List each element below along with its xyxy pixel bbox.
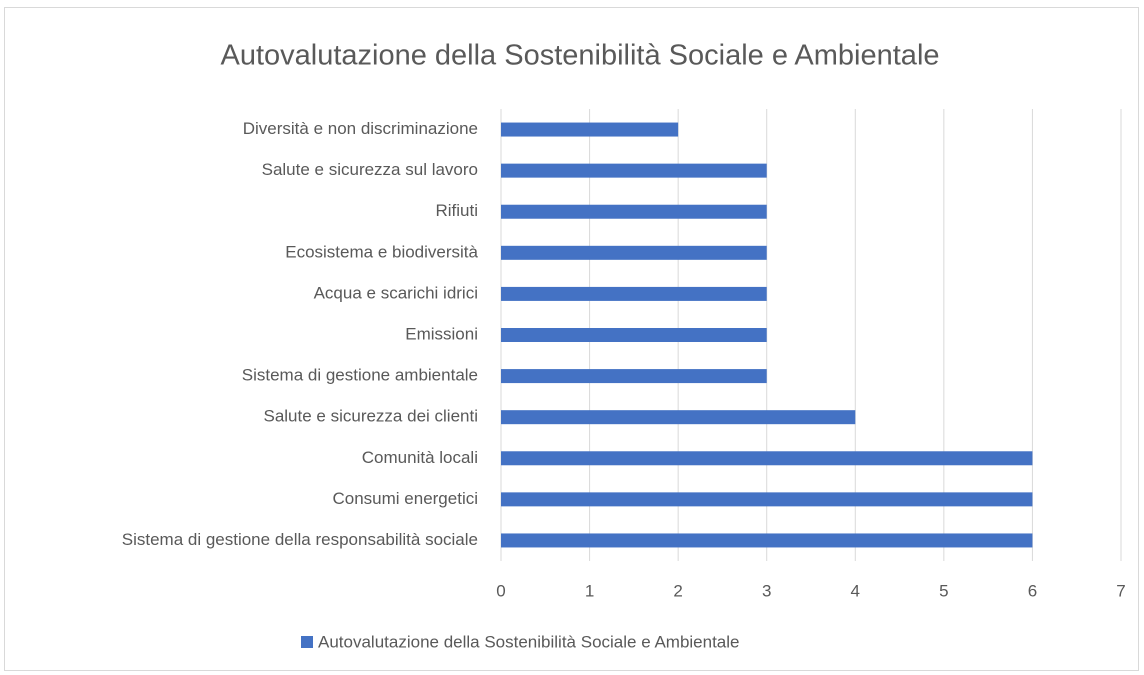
- bar: [501, 451, 1033, 466]
- x-tick-label: 5: [939, 581, 948, 600]
- bar: [501, 204, 767, 219]
- x-tick-label: 7: [1116, 581, 1125, 600]
- x-tick-label: 3: [762, 581, 771, 600]
- x-tick-label: 2: [673, 581, 682, 600]
- x-tick-label: 4: [851, 581, 860, 600]
- bar: [501, 533, 1033, 548]
- y-tick-label: Diversità e non discriminazione: [243, 119, 478, 138]
- bar: [501, 122, 679, 137]
- bar: [501, 163, 767, 178]
- x-tick-label: 1: [585, 581, 594, 600]
- y-tick-label: Rifiuti: [435, 201, 478, 220]
- bar: [501, 369, 767, 384]
- y-tick-label: Sistema di gestione della responsabilità…: [122, 530, 478, 549]
- x-tick-label: 6: [1028, 581, 1037, 600]
- y-tick-label: Comunità locali: [362, 448, 478, 467]
- bar: [501, 328, 767, 342]
- y-tick-label: Consumi energetici: [332, 489, 478, 508]
- y-tick-label: Acqua e scarichi idrici: [314, 283, 478, 302]
- bar: [501, 410, 856, 425]
- chart-title: Autovalutazione della Sostenibilità Soci…: [220, 40, 939, 72]
- y-tick-label: Salute e sicurezza sul lavoro: [262, 160, 478, 179]
- y-tick-label: Ecosistema e biodiversità: [285, 242, 478, 261]
- y-tick-label: Emissioni: [405, 324, 478, 343]
- bar: [501, 245, 767, 260]
- y-tick-label: Sistema di gestione ambientale: [242, 366, 478, 385]
- legend-label: Autovalutazione della Sostenibilità Soci…: [318, 632, 740, 651]
- legend-swatch: [301, 636, 313, 648]
- bar: [501, 286, 767, 301]
- x-tick-label: 0: [496, 581, 505, 600]
- bar: [501, 492, 1033, 507]
- y-tick-label: Salute e sicurezza dei clienti: [263, 407, 478, 426]
